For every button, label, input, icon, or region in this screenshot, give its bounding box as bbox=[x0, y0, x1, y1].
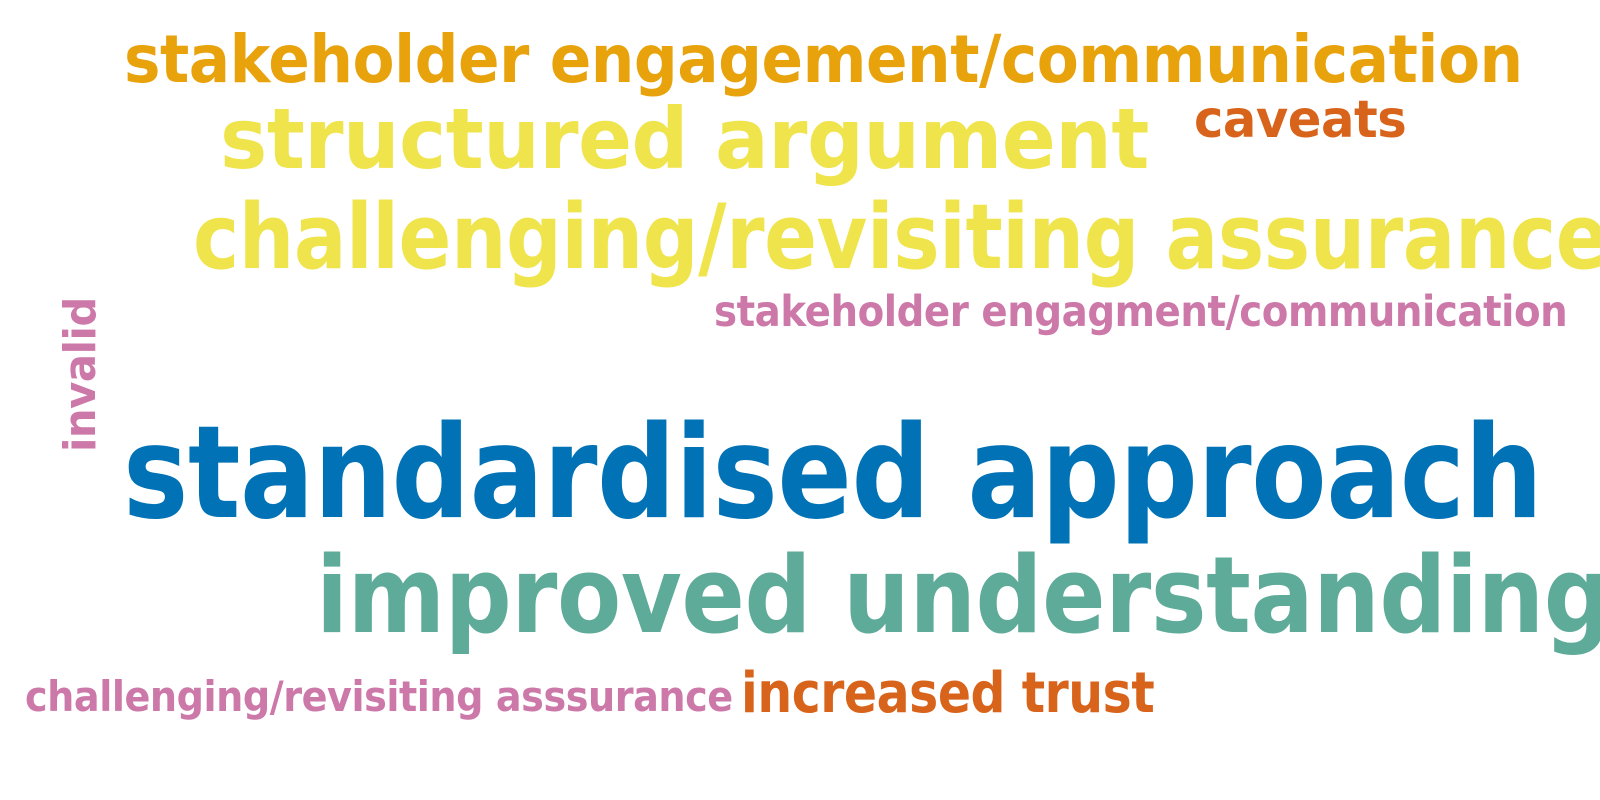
word-standardised-approach: standardised approach bbox=[123, 399, 1543, 548]
word-stakeholder-engagment-communication: stakeholder engagment/communication bbox=[714, 287, 1568, 337]
word-stakeholder-engagement-communication: stakeholder engagement/communication bbox=[124, 21, 1523, 98]
word-challenging-revisiting-asssurance: challenging/revisiting asssurance bbox=[25, 672, 733, 721]
word-caveats: caveats bbox=[1194, 90, 1407, 150]
word-structured-argument: structured argument bbox=[220, 90, 1149, 188]
word-invalid: invalid bbox=[55, 297, 106, 452]
word-improved-understanding: improved understanding bbox=[316, 534, 1600, 657]
word-increased-trust: increased trust bbox=[741, 661, 1155, 726]
word-challenging-revisiting-assurance: challenging/revisiting assurance bbox=[193, 185, 1600, 290]
